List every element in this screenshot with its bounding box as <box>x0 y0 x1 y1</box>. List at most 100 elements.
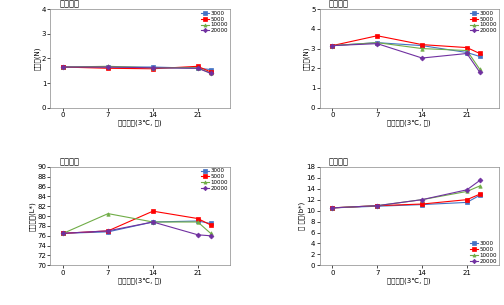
10000 <box>419 47 425 50</box>
3000 <box>150 65 156 69</box>
3000 <box>60 231 66 235</box>
Legend: 3000, 5000, 10000, 20000: 3000, 5000, 10000, 20000 <box>200 10 229 34</box>
Line: 10000: 10000 <box>331 41 481 71</box>
Y-axis label: 갓경도(N): 갓경도(N) <box>34 47 40 70</box>
X-axis label: 저장기간(3℃, 일): 저장기간(3℃, 일) <box>388 119 431 126</box>
20000 <box>329 206 335 210</box>
10000 <box>195 66 201 70</box>
5000 <box>208 223 214 227</box>
10000 <box>419 198 425 202</box>
10000 <box>208 71 214 75</box>
5000 <box>419 43 425 46</box>
Line: 20000: 20000 <box>331 179 481 210</box>
Line: 3000: 3000 <box>61 219 212 235</box>
5000 <box>195 64 201 68</box>
5000 <box>60 65 66 69</box>
5000 <box>105 229 111 233</box>
5000 <box>477 52 483 55</box>
Line: 5000: 5000 <box>331 34 481 55</box>
3000 <box>150 220 156 224</box>
Line: 5000: 5000 <box>61 65 212 74</box>
20000 <box>60 65 66 69</box>
5000 <box>208 70 214 74</box>
5000 <box>150 67 156 70</box>
10000 <box>329 44 335 48</box>
20000 <box>150 220 156 224</box>
10000 <box>477 67 483 71</box>
10000 <box>374 41 380 45</box>
10000 <box>195 220 201 224</box>
20000 <box>419 198 425 202</box>
3000 <box>477 193 483 197</box>
10000 <box>477 184 483 188</box>
20000 <box>477 70 483 74</box>
20000 <box>208 234 214 238</box>
5000 <box>60 231 66 235</box>
10000 <box>329 206 335 210</box>
Y-axis label: 대 색도(b*): 대 색도(b*) <box>298 202 305 230</box>
3000 <box>195 66 201 70</box>
Line: 3000: 3000 <box>331 194 481 210</box>
Text: 균상재배: 균상재배 <box>59 157 79 166</box>
5000 <box>105 66 111 70</box>
20000 <box>60 231 66 235</box>
3000 <box>208 222 214 225</box>
Line: 10000: 10000 <box>61 212 212 235</box>
3000 <box>374 204 380 208</box>
5000 <box>464 198 470 202</box>
5000 <box>374 34 380 38</box>
10000 <box>150 66 156 70</box>
3000 <box>464 201 470 204</box>
Text: 균상재배: 균상재배 <box>59 0 79 8</box>
20000 <box>195 66 201 70</box>
20000 <box>329 44 335 48</box>
3000 <box>419 203 425 206</box>
10000 <box>150 220 156 224</box>
5000 <box>419 202 425 206</box>
5000 <box>329 44 335 48</box>
10000 <box>374 204 380 207</box>
5000 <box>374 204 380 207</box>
20000 <box>464 188 470 192</box>
20000 <box>477 179 483 182</box>
3000 <box>208 68 214 71</box>
10000 <box>60 231 66 235</box>
X-axis label: 지정기간(3℃, 일): 지정기간(3℃, 일) <box>388 277 431 284</box>
5000 <box>150 209 156 213</box>
Line: 5000: 5000 <box>331 192 481 210</box>
20000 <box>374 42 380 45</box>
3000 <box>329 44 335 48</box>
Line: 20000: 20000 <box>61 220 212 238</box>
Line: 3000: 3000 <box>331 41 481 58</box>
Line: 10000: 10000 <box>331 184 481 210</box>
3000 <box>477 55 483 58</box>
3000 <box>419 44 425 48</box>
Legend: 3000, 5000, 10000, 20000: 3000, 5000, 10000, 20000 <box>200 168 229 192</box>
Line: 10000: 10000 <box>61 65 212 75</box>
Text: 균상재배: 균상재배 <box>329 0 348 8</box>
5000 <box>195 217 201 221</box>
20000 <box>419 56 425 60</box>
Line: 5000: 5000 <box>61 210 212 235</box>
5000 <box>329 206 335 210</box>
3000 <box>374 41 380 45</box>
10000 <box>105 64 111 68</box>
20000 <box>105 229 111 233</box>
10000 <box>208 231 214 235</box>
3000 <box>329 206 335 210</box>
10000 <box>105 212 111 215</box>
5000 <box>464 46 470 49</box>
Line: 20000: 20000 <box>61 65 212 75</box>
10000 <box>60 65 66 69</box>
3000 <box>105 65 111 69</box>
Line: 3000: 3000 <box>61 65 212 71</box>
3000 <box>105 230 111 234</box>
20000 <box>105 65 111 69</box>
Text: 균상재배: 균상재배 <box>329 157 348 166</box>
Legend: 3000, 5000, 10000, 20000: 3000, 5000, 10000, 20000 <box>469 10 498 34</box>
20000 <box>208 71 214 75</box>
Y-axis label: 대경도(N): 대경도(N) <box>303 47 309 70</box>
10000 <box>464 190 470 193</box>
20000 <box>374 204 380 207</box>
5000 <box>477 192 483 196</box>
